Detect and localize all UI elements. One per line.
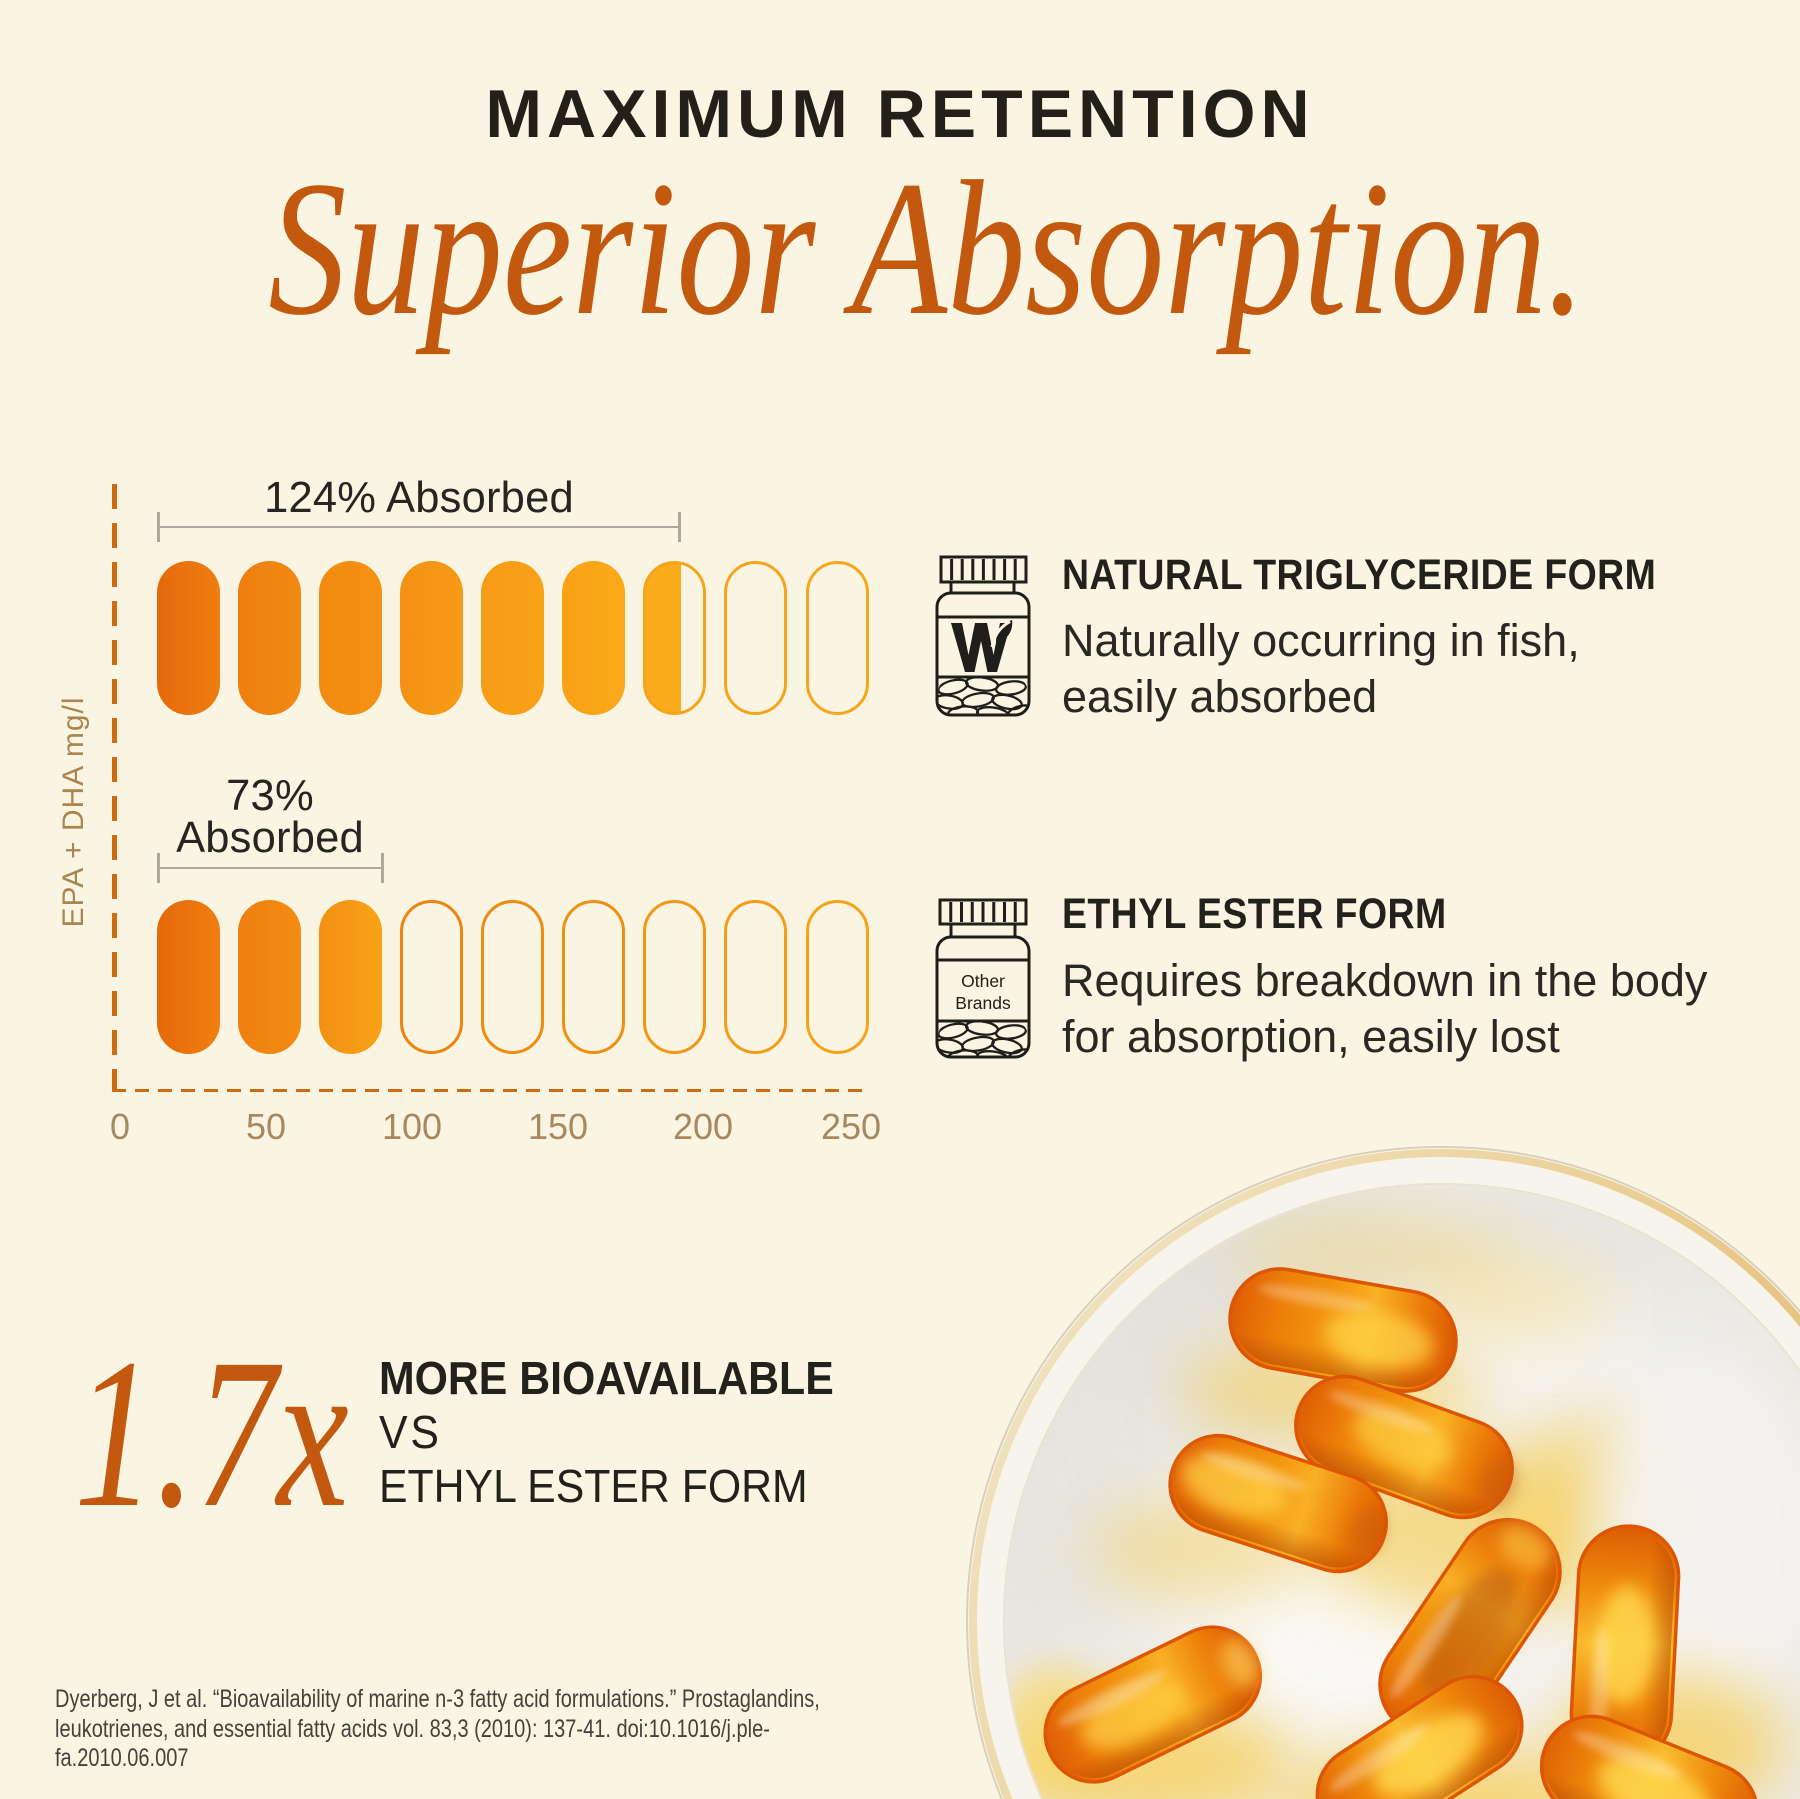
svg-text:Brands: Brands xyxy=(955,993,1011,1013)
svg-text:Other: Other xyxy=(961,971,1005,991)
